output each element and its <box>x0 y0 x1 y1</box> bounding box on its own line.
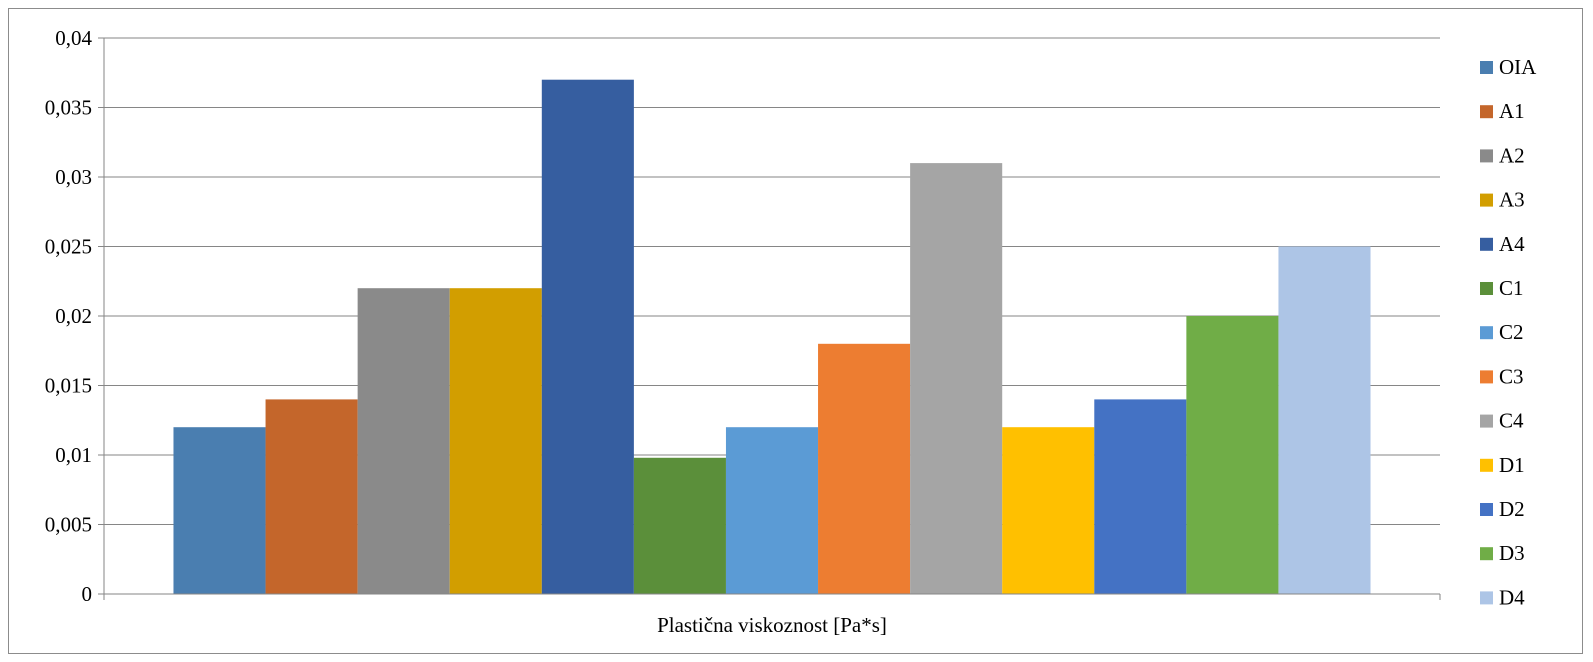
y-tick-label: 0,035 <box>45 96 92 120</box>
legend-swatch-d3 <box>1480 547 1493 561</box>
legend-label-c2: C2 <box>1499 320 1524 344</box>
y-tick-label: 0,015 <box>45 374 92 398</box>
bar-c4 <box>910 163 1003 594</box>
legend-label-d3: D3 <box>1499 541 1525 565</box>
legend-swatch-oia <box>1480 61 1493 74</box>
bar-a2 <box>357 288 450 594</box>
legend-label-a4: A4 <box>1499 232 1525 256</box>
y-tick-label: 0,005 <box>45 513 92 537</box>
bar-oia <box>173 427 266 594</box>
legend-label-c3: C3 <box>1499 364 1524 388</box>
bar-a1 <box>265 399 358 594</box>
bar-d2 <box>1094 399 1187 594</box>
legend-swatch-a2 <box>1480 149 1493 163</box>
bar-d4 <box>1278 246 1371 594</box>
legend-label-a1: A1 <box>1499 99 1525 123</box>
legend-label-a3: A3 <box>1499 188 1525 212</box>
legend-label-c4: C4 <box>1499 409 1524 433</box>
legend-label-d2: D2 <box>1499 497 1525 521</box>
bar-d1 <box>1002 427 1095 594</box>
y-tick-label: 0,025 <box>45 235 92 259</box>
legend-swatch-c4 <box>1480 414 1493 428</box>
legend-swatch-c2 <box>1480 326 1493 340</box>
legend-swatch-a4 <box>1480 237 1493 251</box>
legend-label-c1: C1 <box>1499 276 1524 300</box>
bar-c2 <box>725 427 819 594</box>
legend-label-a2: A2 <box>1499 143 1525 167</box>
bar-d3 <box>1186 316 1279 594</box>
y-axis-ticks: 0 0,005 0,01 0,015 0,02 0,025 0,03 0,035 0,04 <box>45 26 104 606</box>
bar-a3 <box>449 288 542 594</box>
x-category-label: Plastična viskoznost [Pa*s] <box>657 613 887 637</box>
axes <box>103 38 1441 600</box>
y-tick-label: 0,04 <box>55 26 92 50</box>
legend-swatch-d4 <box>1480 591 1493 605</box>
x-axis-categories: Plastična viskoznost [Pa*s] <box>657 613 887 637</box>
y-tick-label: 0,01 <box>55 443 92 467</box>
legend-label-d1: D1 <box>1499 453 1525 477</box>
legend-swatch-d1 <box>1480 458 1493 472</box>
legend-swatch-a1 <box>1480 105 1493 119</box>
bar-c1 <box>633 457 726 594</box>
bars <box>173 79 1371 594</box>
legend-label-oia: OIA <box>1499 55 1537 79</box>
legend-label-d4: D4 <box>1499 585 1525 609</box>
legend-swatch-c3 <box>1480 370 1493 384</box>
y-tick-label: 0,03 <box>55 165 92 189</box>
bar-a4 <box>541 79 634 594</box>
y-tick-label: 0 <box>82 582 93 606</box>
bar-c3 <box>818 343 911 594</box>
legend-swatch-a3 <box>1480 193 1493 207</box>
legend-swatch-d2 <box>1480 503 1493 516</box>
y-tick-label: 0,02 <box>55 304 92 328</box>
legend: OIA A1 A2 A3 A4 C1 C2 C3 C4 D1 D2 D3 D4 <box>1480 55 1537 609</box>
legend-swatch-c1 <box>1480 282 1493 295</box>
